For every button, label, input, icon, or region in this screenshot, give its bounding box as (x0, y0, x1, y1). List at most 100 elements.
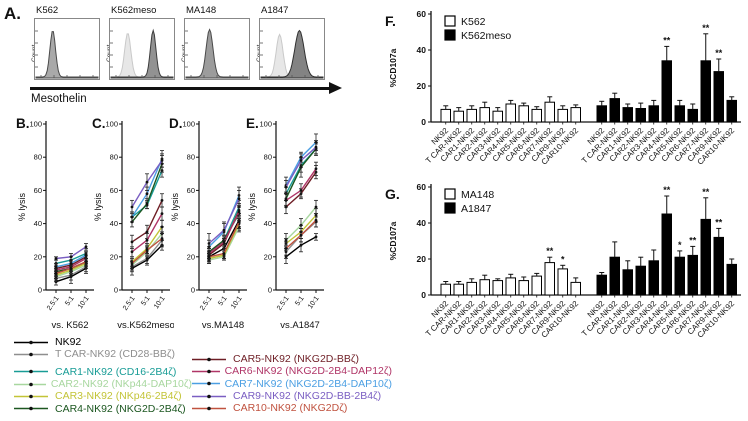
mesothelin-axis-arrow (30, 87, 330, 90)
svg-text:60: 60 (264, 186, 272, 195)
legend-line-swatch (14, 369, 48, 374)
svg-text:80: 80 (110, 153, 118, 162)
svg-text:20: 20 (34, 252, 42, 261)
legend-line-swatch (14, 340, 48, 344)
flow-histogram (109, 18, 175, 80)
svg-text:vs.A1847: vs.A1847 (280, 320, 320, 331)
svg-text:100: 100 (182, 120, 195, 129)
svg-text:20: 20 (187, 252, 195, 261)
svg-text:80: 80 (187, 153, 195, 162)
histogram-title: A1847 (261, 5, 289, 16)
chart-E-svg: E. 0 20 40 60 80 100 2.5:1 5:1 10:1 % lysis vs.A184… (246, 116, 324, 331)
svg-text:80: 80 (264, 153, 272, 162)
svg-text:2.5:1: 2.5:1 (276, 295, 291, 312)
svg-text:**: ** (715, 217, 723, 227)
legend-item: CAR7-NK92 (NKG2D-2B4-DAP10ζ) (192, 378, 392, 390)
svg-text:2.5:1: 2.5:1 (46, 295, 61, 312)
svg-text:100: 100 (105, 120, 118, 129)
svg-text:0: 0 (191, 286, 195, 295)
svg-text:% lysis: % lysis (247, 193, 257, 222)
svg-text:%CD107a: %CD107a (388, 221, 398, 260)
svg-text:60: 60 (417, 182, 427, 192)
legend-line-swatch (192, 369, 220, 374)
legend-item-label: T CAR-NK92 (CD28-BBζ) (55, 348, 175, 361)
svg-text:20: 20 (110, 252, 118, 261)
histogram-title: MA148 (186, 5, 217, 16)
svg-text:0: 0 (421, 117, 426, 127)
legend-item-label: CAR9-NK92 (NKG2D-BB-2B4ζ) (233, 390, 382, 403)
svg-text:*: * (561, 254, 565, 264)
legend-item: NK92 (14, 336, 192, 348)
svg-text:2.5:1: 2.5:1 (199, 295, 214, 312)
legend-label: K562 (461, 16, 486, 28)
legend-item: CAR10-NK92 (NKG2Dζ) (192, 402, 392, 414)
legend-item: CAR6-NK92 (NKG2D-2B4-DAP12ζ) (192, 365, 392, 377)
legend-item-label: CAR5-NK92 (NKG2D-BBζ) (233, 353, 359, 366)
svg-text:**: ** (663, 185, 671, 195)
legend-swatch (444, 202, 456, 214)
panel-label: C. (92, 116, 106, 131)
svg-text:**: ** (663, 35, 671, 45)
svg-text:60: 60 (417, 9, 427, 19)
svg-text:**: ** (702, 23, 710, 33)
svg-text:**: ** (702, 187, 710, 197)
panel-a-flow-histograms: A.K562CountK562mesoCountMA148CountA1847C… (0, 0, 352, 110)
svg-text:40: 40 (34, 219, 42, 228)
panel-label: F. (385, 13, 396, 29)
flow-histogram-plot (185, 28, 249, 79)
legend-item-label: CAR6-NK92 (NKG2D-2B4-DAP12ζ) (224, 365, 392, 378)
svg-text:10:1: 10:1 (153, 295, 167, 310)
legend-item: CAR2-NK92 (NKp44-DAP10ζ) (14, 378, 192, 390)
svg-text:vs.MA148: vs.MA148 (202, 320, 244, 331)
legend-item-label: CAR4-NK92 (NKG2D-2B4ζ) (55, 402, 186, 415)
svg-text:20: 20 (417, 254, 427, 264)
svg-text:40: 40 (187, 219, 195, 228)
legend-swatch (444, 15, 456, 27)
panel-label: D. (169, 116, 183, 131)
svg-text:20: 20 (417, 81, 427, 91)
svg-text:20: 20 (264, 252, 272, 261)
legend-line-swatch (14, 394, 48, 399)
svg-text:80: 80 (34, 153, 42, 162)
legend-label: A1847 (461, 203, 492, 215)
histogram-title: K562meso (111, 5, 157, 16)
svg-text:5:1: 5:1 (217, 295, 228, 307)
svg-text:vs.K562meso: vs.K562meso (117, 320, 174, 331)
svg-text:5:1: 5:1 (294, 295, 305, 307)
legend-item-label: CAR7-NK92 (NKG2D-2B4-DAP10ζ) (224, 377, 392, 390)
svg-text:100: 100 (29, 120, 42, 129)
svg-text:% lysis: % lysis (170, 193, 180, 222)
legend-item-label: CAR1-NK92 (CD16-2B4ζ) (55, 365, 177, 378)
svg-text:2.5:1: 2.5:1 (122, 295, 137, 312)
panel-f-cd107a-bar-chart: F. 0 20 40 60 %CD107a NK92 T CAR-NK92 CAR1-NK92 C… (383, 0, 748, 174)
svg-text:5:1: 5:1 (64, 295, 75, 307)
panel-a-label: A. (4, 4, 21, 23)
legend-line-swatch (192, 357, 226, 361)
mesothelin-axis-label: Mesothelin (31, 93, 87, 105)
svg-text:0: 0 (421, 290, 426, 300)
svg-text:100: 100 (259, 120, 272, 129)
legend-swatch (444, 29, 456, 41)
legend-item-label: NK92 (55, 336, 82, 349)
svg-text:*: * (678, 240, 682, 250)
svg-text:60: 60 (110, 186, 118, 195)
svg-text:40: 40 (110, 219, 118, 228)
svg-text:**: ** (715, 48, 723, 58)
legend-line-swatch (192, 381, 220, 386)
svg-text:60: 60 (187, 186, 195, 195)
svg-text:40: 40 (417, 218, 427, 228)
legend-swatch (444, 188, 456, 200)
chart-B-svg: B. 0 20 40 60 80 100 2.5:1 5:1 10:1 % lysis vs. K56… (16, 116, 94, 331)
series-legend-left-column: NK92 T CAR-NK92 (CD28-BBζ) CAR1-NK92 (CD16… (14, 336, 192, 415)
legend-label: K562meso (461, 30, 511, 42)
legend-item: CAR4-NK92 (NKG2D-2B4ζ) (14, 402, 192, 415)
svg-text:**: ** (546, 246, 554, 256)
svg-text:%CD107a: %CD107a (388, 48, 398, 87)
svg-text:0: 0 (268, 286, 272, 295)
svg-text:40: 40 (264, 219, 272, 228)
panel-e-lysis-chart-vs-a1847: E. 0 20 40 60 80 100 2.5:1 5:1 10:1 % lysis vs.A184… (246, 110, 328, 338)
legend-line-swatch (14, 382, 46, 386)
svg-text:10:1: 10:1 (230, 295, 244, 310)
